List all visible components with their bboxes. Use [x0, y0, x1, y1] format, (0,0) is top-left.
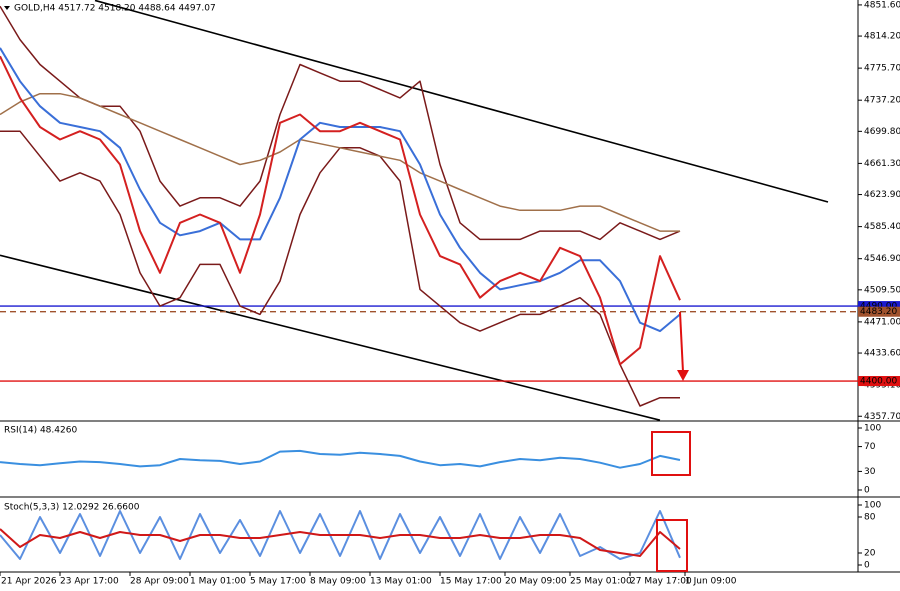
- arrow: [679, 311, 684, 373]
- panel: [0, 510, 681, 560]
- level-label: 4483.20: [860, 307, 897, 317]
- arrow-head: [677, 370, 689, 381]
- y-tick-label: 4471.00: [864, 317, 900, 327]
- series-line: [0, 5, 681, 241]
- x-tick-label: 23 Apr 17:00: [60, 577, 119, 587]
- y-tick-label: 4546.90: [864, 254, 900, 264]
- series-line: [0, 92, 680, 232]
- highlight-box: [656, 519, 688, 572]
- x-tick-label: 20 May 09:00: [505, 577, 567, 587]
- y-tick-label: 20: [864, 549, 876, 559]
- y-tick-label: 4623.90: [864, 190, 900, 200]
- chart-title: GOLD,H4 4517.72 4518.20 4488.64 4497.07: [14, 4, 216, 14]
- x-tick-label: 15 May 17:00: [440, 577, 502, 587]
- y-tick-label: 4661.30: [864, 159, 900, 169]
- frame: [0, 0, 900, 573]
- series-line: [0, 55, 681, 366]
- level-tag: [858, 306, 900, 317]
- menu-triangle[interactable]: [4, 6, 10, 10]
- highlight-box: [651, 431, 691, 476]
- level-tag: [858, 301, 900, 312]
- trendline: [0, 254, 661, 421]
- y-tick-label: 4433.60: [864, 349, 900, 359]
- y-tick-label: 4775.70: [864, 64, 900, 74]
- y-tick-label: 4357.70: [864, 412, 900, 422]
- series-line: [0, 528, 681, 557]
- series-line: [0, 510, 681, 560]
- x-tick-label: 8 May 09:00: [310, 577, 366, 587]
- series-line: [0, 449, 681, 469]
- y-tick-label: 0: [864, 561, 870, 571]
- x-tick-label: 25 May 01:00: [570, 577, 632, 587]
- level-label: 4490.00: [860, 302, 897, 312]
- level-tag: [858, 376, 900, 387]
- y-tick-label: 70: [864, 442, 876, 452]
- x-tick-label: 13 May 01:00: [370, 577, 432, 587]
- y-tick-label: 4737.20: [864, 96, 900, 106]
- y-tick-label: 100: [864, 501, 881, 511]
- y-tick-label: 30: [864, 467, 876, 477]
- y-tick-label: 80: [864, 513, 876, 523]
- x-tick-label: 1 May 01:00: [190, 577, 246, 587]
- series-line: [0, 47, 681, 333]
- y-tick-label: 4851.60: [864, 0, 900, 10]
- y-tick-label: 4699.80: [864, 127, 900, 137]
- indicator-title: Stoch(5,3,3) 12.0292 26.6600: [4, 503, 140, 513]
- x-tick-label: 27 May 17:00: [630, 577, 692, 587]
- level-label: 4400.00: [860, 377, 897, 387]
- y-tick-label: 100: [864, 424, 881, 434]
- trendline: [94, 0, 829, 203]
- y-tick-label: 4814.20: [864, 32, 900, 42]
- x-tick-label: 28 Apr 09:00: [130, 577, 189, 587]
- indicator-title: RSI(14) 48.4260: [4, 426, 77, 436]
- panel: [0, 449, 681, 469]
- x-tick-label: 5 May 17:00: [250, 577, 306, 587]
- y-tick-label: 4509.50: [864, 285, 900, 295]
- x-tick-label: 21 Apr 2026: [1, 577, 57, 587]
- y-tick-label: 0: [864, 486, 870, 496]
- y-tick-label: 4585.40: [864, 222, 900, 232]
- panel: [0, 0, 858, 421]
- x-tick-label: 1 Jun 09:00: [685, 577, 737, 587]
